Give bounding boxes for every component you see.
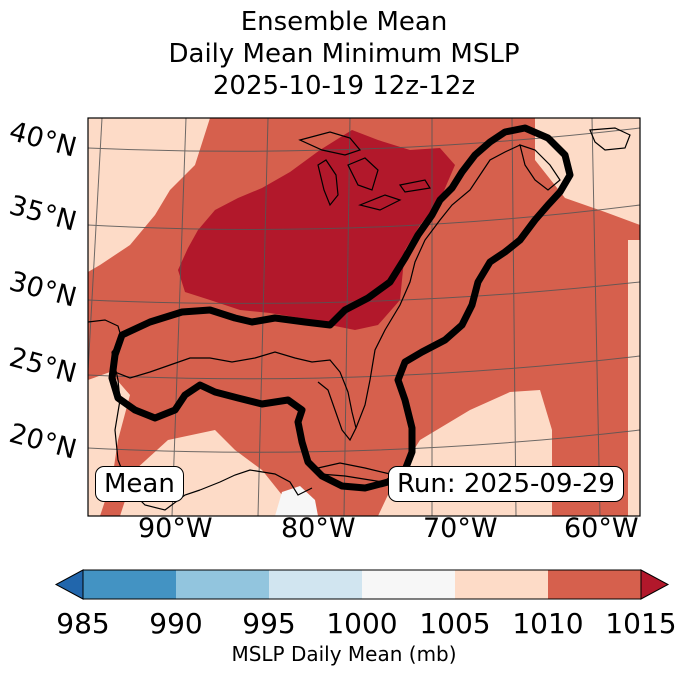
run-date-box: Run: 2025-09-29: [388, 466, 624, 502]
colorbar-frame: [82, 569, 642, 600]
great-lake-huron: [347, 157, 379, 191]
lon-label-80w: 80°W: [281, 513, 356, 544]
colorbar-tick-1010: 1010: [512, 607, 584, 640]
light-region-northeast: [535, 118, 640, 225]
meridian-80w: [343, 118, 351, 516]
nova-scotia-coast: [519, 144, 561, 191]
colorbar-segment-2: [269, 570, 362, 599]
colorbar: [54, 569, 670, 600]
colorbar-tick-995: 995: [242, 607, 296, 640]
colorbar-tick-1000: 1000: [326, 607, 398, 640]
title-line-1: Ensemble Mean: [240, 7, 448, 37]
map-frame: [87, 117, 641, 517]
newfoundland-coast: [589, 127, 631, 151]
meridian-95w: [88, 118, 103, 381]
yucatan-coast: [199, 469, 313, 496]
great-lake-michigan: [317, 159, 339, 207]
lon-label-90w: 90°W: [138, 513, 213, 544]
colorbar-tick-1005: 1005: [419, 607, 491, 640]
colorbar-segment-0: [83, 570, 176, 599]
great-lake-superior: [298, 131, 362, 156]
white-spot: [275, 486, 318, 516]
colorbar-label: MSLP Daily Mean (mb): [231, 642, 457, 666]
great-lake-erie: [358, 194, 402, 211]
great-lake-ontario: [398, 179, 431, 193]
colorbar-tick-985: 985: [56, 607, 110, 640]
colorbar-segment-4: [455, 570, 548, 599]
colorbar-extend-high: [640, 569, 670, 600]
high-pressure-core: [178, 130, 455, 330]
parallel-25n: [88, 355, 640, 380]
title-line-2: Daily Mean Minimum MSLP: [168, 39, 520, 69]
atlantic-coast: [355, 144, 521, 429]
colorbar-tick-1015: 1015: [605, 607, 677, 640]
light-region-northwest: [88, 118, 210, 272]
parallel-40n: [88, 127, 640, 152]
title-line-3: 2025-10-19 12z-12z: [212, 71, 476, 101]
colorbar-segment-3: [362, 570, 455, 599]
lon-label-60w: 60°W: [564, 513, 639, 544]
meridian-65w: [591, 118, 601, 516]
ensemble-outline-contour: [108, 124, 574, 492]
colorbar-extend-low: [54, 569, 84, 600]
colorbar-tick-990: 990: [149, 607, 203, 640]
parallel-35n: [88, 204, 640, 230]
meridian-90w: [171, 118, 187, 516]
mean-label-box: Mean: [95, 466, 184, 502]
colorbar-segment-5: [548, 570, 641, 599]
parallel-20n: [88, 429, 640, 453]
lon-label-70w: 70°W: [423, 513, 498, 544]
light-region-east-edge: [628, 240, 640, 516]
meridian-70w: [511, 118, 517, 516]
colorbar-segment-1: [176, 570, 269, 599]
